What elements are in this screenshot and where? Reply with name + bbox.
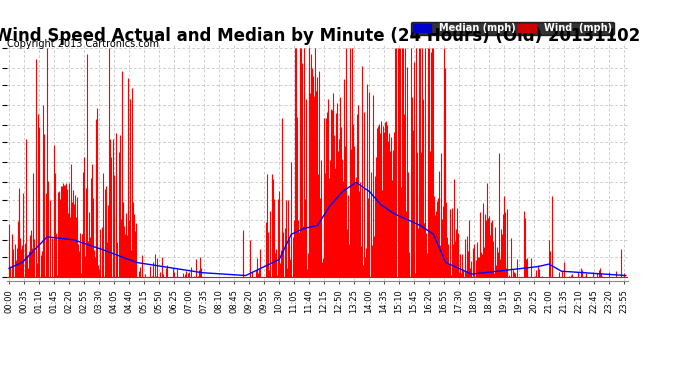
- Legend: Median (mph), Wind  (mph): Median (mph), Wind (mph): [411, 21, 613, 35]
- Title: Wind Speed Actual and Median by Minute (24 Hours) (Old) 20131102: Wind Speed Actual and Median by Minute (…: [0, 27, 640, 45]
- Text: Copyright 2013 Cartronics.com: Copyright 2013 Cartronics.com: [7, 39, 159, 49]
